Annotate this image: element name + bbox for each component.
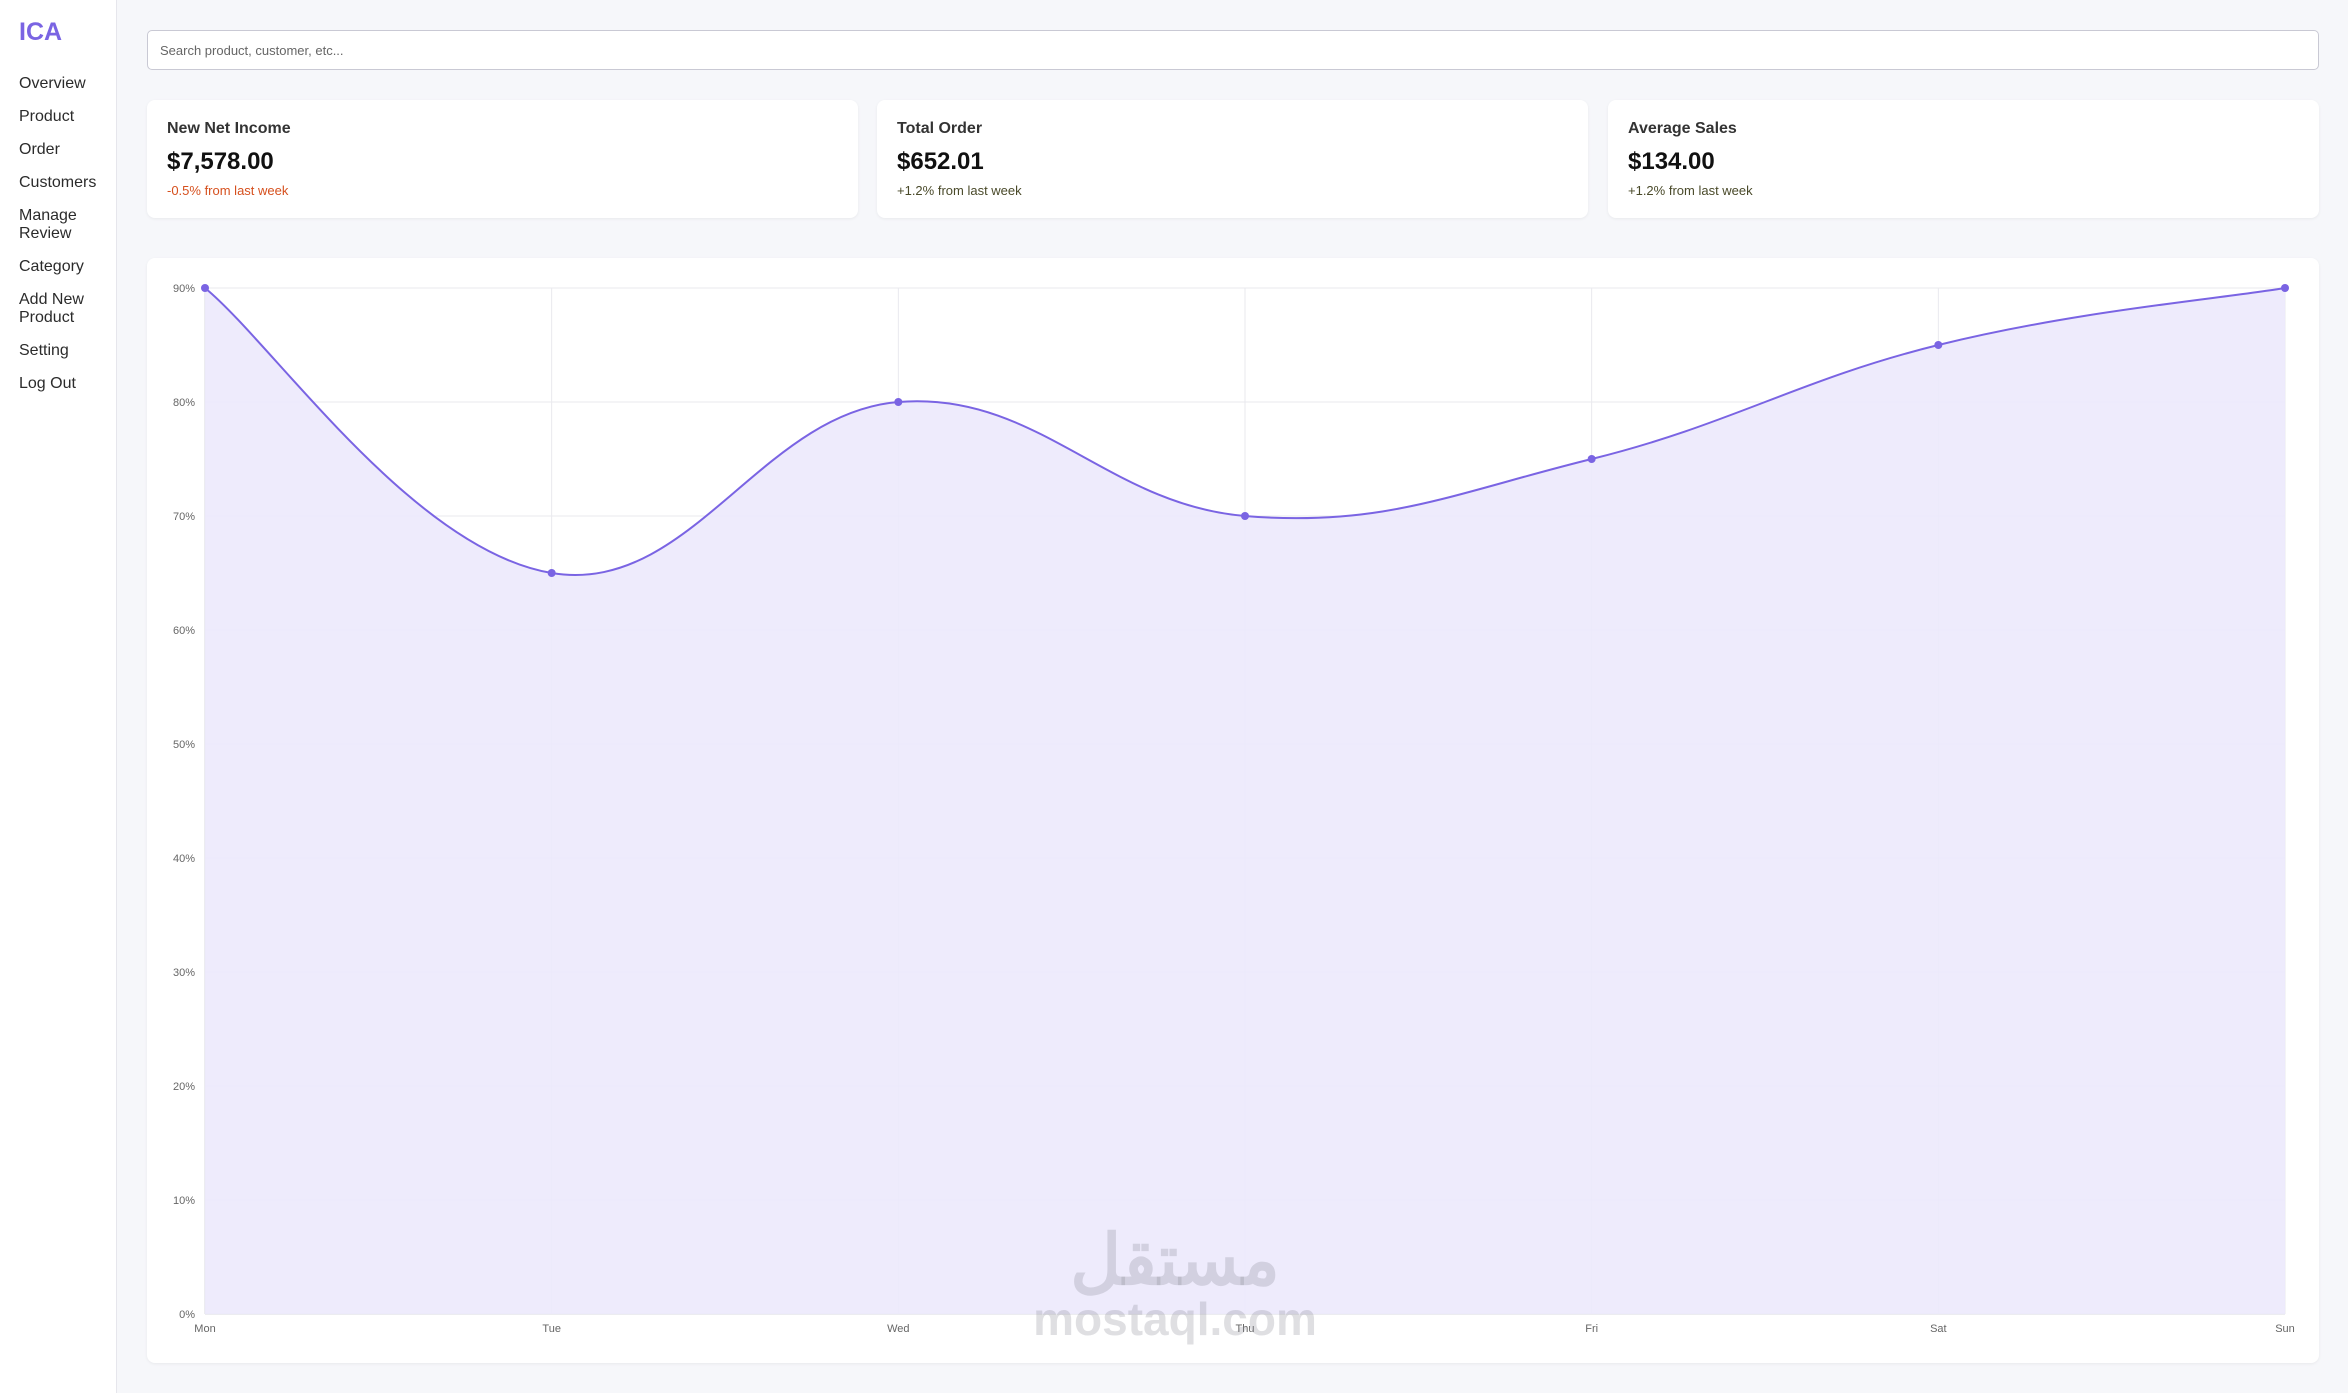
- sidebar-item-customers[interactable]: Customers: [19, 174, 97, 191]
- stat-card-net-income: New Net Income $7,578.00 -0.5% from last…: [147, 100, 858, 218]
- stat-card-value: $7,578.00: [167, 148, 274, 175]
- chart-y-ticks: 0% 10% 20% 30% 40% 50% 60% 70% 80% 90%: [173, 283, 195, 1321]
- y-tick-label: 70%: [173, 511, 195, 523]
- chart-point[interactable]: [1587, 455, 1596, 463]
- sidebar-item-overview[interactable]: Overview: [19, 75, 86, 92]
- y-tick-label: 60%: [173, 625, 195, 637]
- search-input[interactable]: [147, 30, 2319, 70]
- app-logo[interactable]: ICA: [19, 18, 63, 46]
- x-tick-label: Sun: [2275, 1323, 2295, 1335]
- y-tick-label: 90%: [173, 283, 195, 295]
- stat-card-change: +1.2% from last week: [897, 183, 1022, 198]
- stat-card-value: $134.00: [1628, 148, 1715, 175]
- stat-card-title: New Net Income: [167, 120, 291, 137]
- y-tick-label: 0%: [179, 1309, 195, 1321]
- stat-card-title: Total Order: [897, 120, 983, 137]
- sidebar: ICA Overview Product Order Customers Man…: [0, 0, 117, 1393]
- y-tick-label: 20%: [173, 1081, 195, 1093]
- chart-points: [201, 284, 2289, 577]
- x-tick-label: Thu: [1236, 1323, 1255, 1335]
- stat-card-change: -0.5% from last week: [167, 183, 289, 198]
- x-tick-label: Wed: [887, 1323, 909, 1335]
- y-tick-label: 50%: [173, 739, 195, 751]
- stat-card-change: +1.2% from last week: [1628, 183, 1753, 198]
- chart-area-fill: [205, 288, 2285, 1314]
- sidebar-item-product[interactable]: Product: [19, 108, 75, 125]
- sidebar-item-category[interactable]: Category: [19, 258, 84, 275]
- x-tick-label: Sat: [1930, 1323, 1947, 1335]
- sidebar-item-manage-review[interactable]: Manage Review: [19, 207, 77, 242]
- x-tick-label: Fri: [1585, 1323, 1598, 1335]
- y-tick-label: 80%: [173, 397, 195, 409]
- chart-point[interactable]: [1241, 512, 1249, 520]
- y-tick-label: 30%: [173, 967, 195, 979]
- sales-chart-card: 0% 10% 20% 30% 40% 50% 60% 70% 80% 90% Mon Tue Wed T…: [147, 258, 2319, 1363]
- chart-series-line: [204, 287, 2286, 576]
- sidebar-item-setting[interactable]: Setting: [19, 342, 69, 359]
- stats-cards: New Net Income $7,578.00 -0.5% from last…: [147, 100, 2319, 218]
- chart-point[interactable]: [894, 398, 903, 406]
- y-tick-label: 40%: [173, 853, 195, 865]
- stat-card-title: Average Sales: [1628, 120, 1737, 137]
- sales-chart: 0% 10% 20% 30% 40% 50% 60% 70% 80% 90% Mon Tue Wed T…: [173, 283, 2295, 1335]
- x-tick-label: Tue: [542, 1323, 561, 1335]
- chart-point[interactable]: [1934, 341, 1943, 349]
- chart-point[interactable]: [201, 284, 209, 292]
- stat-card-total-order: Total Order $652.01 +1.2% from last week: [877, 100, 1588, 218]
- chart-point[interactable]: [2281, 284, 2289, 292]
- sidebar-item-order[interactable]: Order: [19, 141, 60, 158]
- stat-card-value: $652.01: [897, 148, 984, 175]
- stat-card-average-sales: Average Sales $134.00 +1.2% from last we…: [1608, 100, 2319, 218]
- x-tick-label: Mon: [194, 1323, 215, 1335]
- sidebar-item-add-new-product[interactable]: Add New Product: [19, 291, 84, 326]
- chart-point[interactable]: [547, 569, 556, 577]
- sidebar-item-log-out[interactable]: Log Out: [19, 375, 76, 392]
- chart-x-ticks: Mon Tue Wed Thu Fri Sat Sun: [194, 1323, 2294, 1335]
- sidebar-nav: Overview Product Order Customers Manage …: [19, 75, 111, 408]
- y-tick-label: 10%: [173, 1195, 195, 1207]
